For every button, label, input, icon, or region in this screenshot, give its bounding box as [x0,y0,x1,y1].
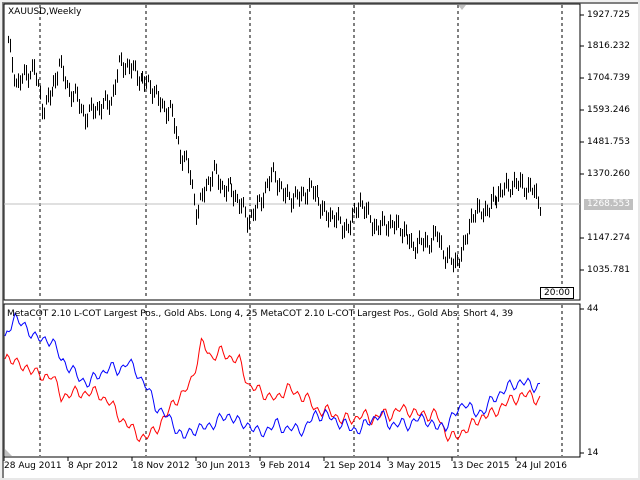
short-positions-line [4,312,541,439]
time-label: 8 Apr 2012 [68,461,118,471]
vertical-gridlines [39,5,563,456]
price-label: 1816.232 [587,41,630,51]
symbol-label: XAUUSD,Weekly [8,7,82,17]
indicator-min-label: 14 [587,448,599,458]
time-label: 24 Jul 2016 [516,461,567,471]
price-label: 1147.274 [587,233,630,243]
time-label: 3 May 2015 [388,461,441,471]
time-label: 28 Aug 2011 [4,461,62,471]
time-label: 18 Nov 2012 [132,461,190,471]
price-label: 1035.781 [587,265,630,275]
price-label: 1927.725 [587,10,630,20]
time-label: 21 Sep 2014 [324,461,382,471]
price-label: 1481.753 [587,137,630,147]
time-marker: 20:00 [540,287,574,299]
indicator-max-label: 44 [587,304,599,314]
indicator-pane[interactable] [3,303,581,458]
current-price-tag: 1268.553 [584,199,633,210]
time-label: 13 Dec 2015 [452,461,510,471]
time-label: 9 Feb 2014 [260,461,311,471]
shift-marker-icon[interactable] [458,5,466,10]
indicator-label: MetaCOT 2.10 L-COT Largest Pos., Gold Ab… [7,309,514,319]
price-label: 1593.246 [587,105,630,115]
corner-marker-icon [5,449,12,456]
axis-ticks [3,14,584,461]
main-pane[interactable] [3,3,581,301]
price-label: 1370.260 [587,169,630,179]
time-label: 30 Jun 2013 [196,461,251,471]
long-positions-line [4,337,541,443]
price-label: 1704.739 [587,73,630,83]
price-bars [8,35,541,273]
